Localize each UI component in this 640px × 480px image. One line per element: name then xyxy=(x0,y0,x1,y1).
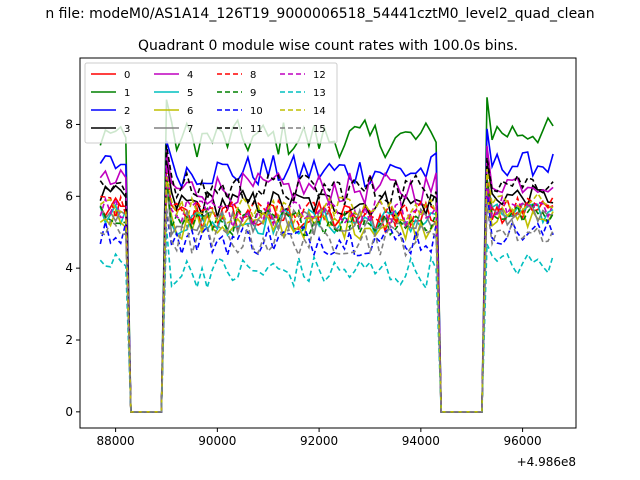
x-tick-label: 96000 xyxy=(503,434,541,448)
y-tick-label: 4 xyxy=(65,261,73,275)
legend-label-4: 4 xyxy=(187,70,193,81)
x-axis-offset-label: +4.986e8 xyxy=(517,455,576,469)
y-tick-label: 0 xyxy=(65,405,73,419)
legend-label-14: 14 xyxy=(313,106,326,117)
legend-label-1: 1 xyxy=(124,88,130,99)
legend-label-11: 11 xyxy=(250,124,263,135)
legend-label-15: 15 xyxy=(313,124,326,135)
legend-box xyxy=(84,62,338,144)
x-axis: 88000 90000 92000 94000 96000 xyxy=(97,428,542,448)
series-line-10 xyxy=(99,189,554,413)
series-layer xyxy=(99,97,554,413)
x-tick-label: 94000 xyxy=(402,434,440,448)
legend-label-2: 2 xyxy=(124,106,130,117)
axes-frame xyxy=(79,57,577,429)
legend-label-5: 5 xyxy=(187,88,193,99)
legend-label-0: 0 xyxy=(124,70,130,81)
chart-title: Quadrant 0 module wise count rates with … xyxy=(138,38,518,54)
x-tick-label: 90000 xyxy=(198,434,236,448)
legend-label-6: 6 xyxy=(187,106,193,117)
legend-label-13: 13 xyxy=(313,88,326,99)
y-tick-label: 6 xyxy=(65,189,73,203)
legend-label-12: 12 xyxy=(313,70,326,81)
legend-label-8: 8 xyxy=(250,70,256,81)
legend-label-9: 9 xyxy=(250,88,256,99)
x-tick-label: 92000 xyxy=(300,434,338,448)
legend-label-10: 10 xyxy=(250,106,263,117)
y-axis: 0 2 4 6 8 xyxy=(65,117,80,419)
x-tick-label: 88000 xyxy=(97,434,135,448)
legend-label-3: 3 xyxy=(124,124,130,135)
legend-label-7: 7 xyxy=(187,124,193,135)
figure-suptitle: n file: modeM0/AS1A14_126T19_9000006518_… xyxy=(45,6,594,22)
series-line-9 xyxy=(99,175,554,413)
y-tick-label: 8 xyxy=(65,117,73,131)
y-tick-label: 2 xyxy=(65,333,73,347)
series-line-15 xyxy=(99,204,554,413)
